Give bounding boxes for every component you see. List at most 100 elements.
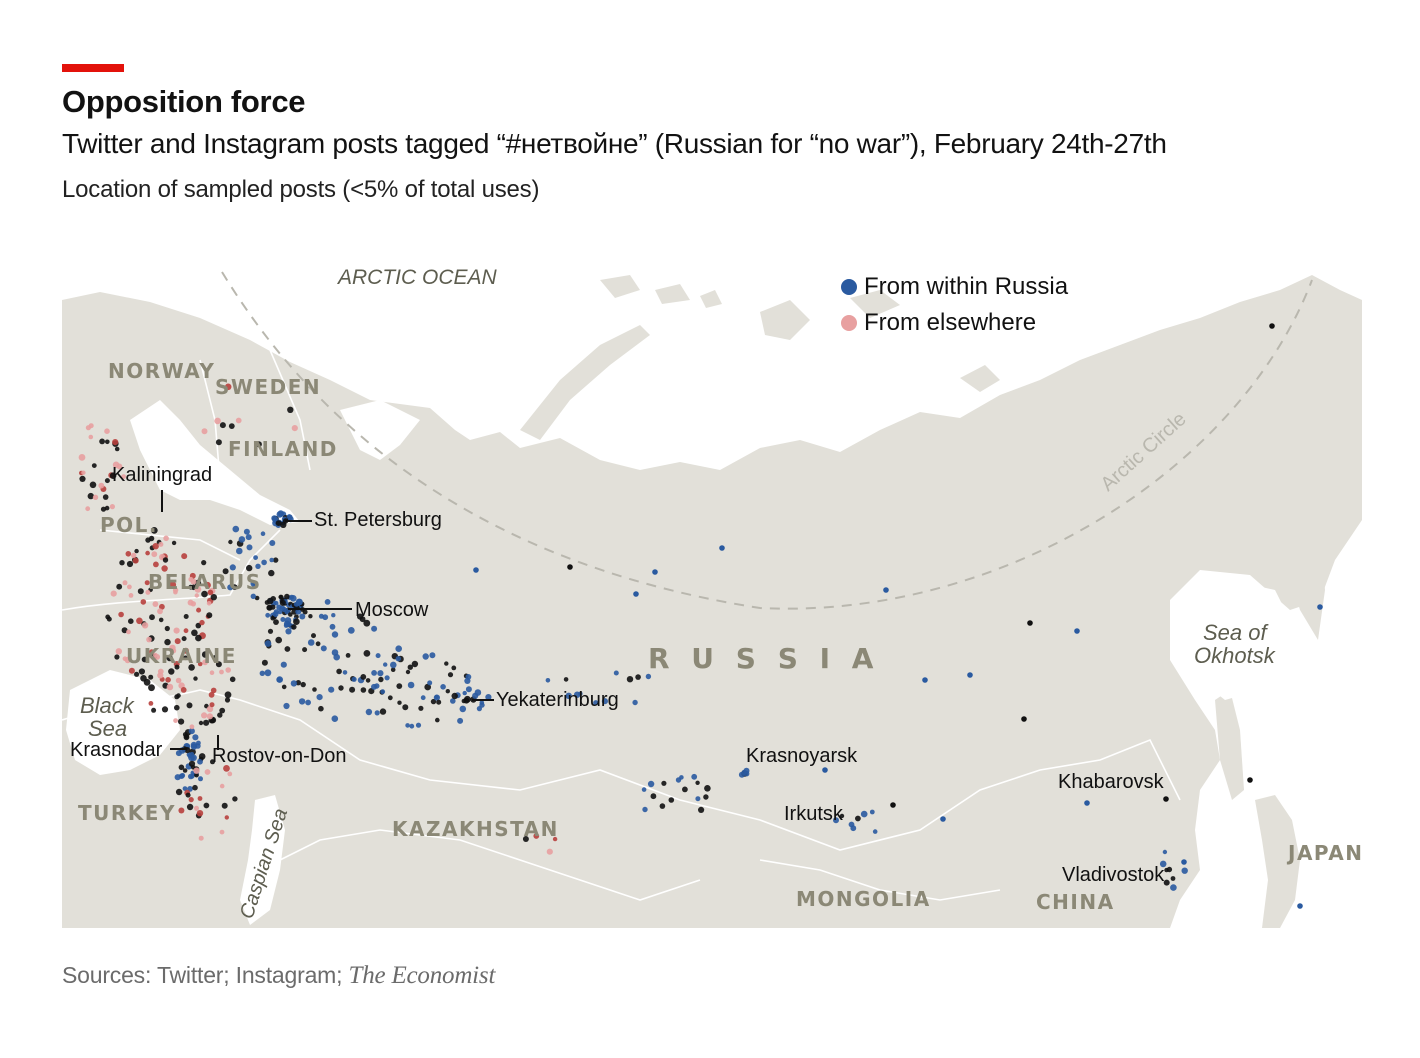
post-dot-russia	[363, 650, 371, 657]
post-dot-russia	[601, 698, 609, 705]
post-dot-elsewhere	[146, 636, 152, 643]
post-dot-russia	[267, 628, 274, 634]
legend-swatch-elsewhere	[841, 315, 857, 331]
post-dot-elsewhere	[174, 664, 180, 670]
post-dot-elsewhere	[227, 771, 233, 777]
post-dot-elsewhere	[172, 587, 179, 593]
post-dot-russia	[635, 674, 641, 680]
post-dot-russia	[574, 691, 581, 698]
post-dot-russia	[298, 698, 306, 705]
black-sea-label-2: Sea	[88, 716, 127, 741]
post-dot-elsewhere	[102, 494, 109, 500]
sea-of-okhotsk-label-2: Okhotsk	[1194, 643, 1276, 668]
post-dot-russia	[281, 684, 287, 690]
post-dot-russia	[264, 600, 270, 605]
post-dot-elsewhere	[199, 619, 205, 626]
post-dot-russia	[395, 645, 403, 652]
chart-title: Opposition force	[62, 84, 306, 119]
post-dot-elsewhere	[215, 439, 222, 446]
post-dot-elsewhere	[122, 656, 128, 661]
post-dot-russia	[196, 740, 201, 746]
city-label-krasnoyarsk: Krasnoyarsk	[746, 745, 858, 767]
post-dot-russia	[238, 536, 246, 543]
post-dot-elsewhere	[195, 622, 202, 629]
post-dot-russia	[383, 662, 388, 667]
post-dot-elsewhere	[157, 672, 164, 679]
post-dot-russia	[316, 694, 323, 701]
post-dot-elsewhere	[164, 625, 170, 632]
post-dot-russia	[451, 665, 457, 671]
post-dot-russia	[1269, 323, 1275, 329]
post-dot-russia	[465, 674, 472, 680]
post-dot-russia	[641, 787, 647, 792]
post-dot-russia	[227, 584, 234, 591]
post-dot-russia	[387, 695, 393, 701]
post-dot-elsewhere	[188, 664, 195, 671]
post-dot-elsewhere	[209, 702, 215, 708]
post-dot-elsewhere	[162, 557, 169, 563]
post-dot-elsewhere	[183, 628, 189, 634]
post-dot-elsewhere	[100, 506, 107, 512]
post-dot-russia	[940, 816, 946, 822]
country-label-belarus: BELARUS	[148, 570, 262, 594]
post-dot-russia	[228, 539, 233, 545]
post-dot-elsewhere	[201, 428, 208, 435]
post-dot-russia	[1021, 716, 1027, 722]
post-dot-russia	[462, 690, 467, 696]
post-dot-elsewhere	[183, 655, 188, 661]
post-dot-russia	[188, 760, 196, 767]
post-dot-elsewhere	[232, 796, 238, 802]
post-dot-russia	[860, 810, 868, 818]
post-dot-elsewhere	[255, 441, 262, 448]
post-dot-elsewhere	[126, 629, 131, 635]
post-dot-russia	[661, 780, 667, 786]
post-dot-elsewhere	[208, 691, 215, 698]
post-dot-elsewhere	[106, 616, 112, 622]
arctic-ocean-label: ARCTIC OCEAN	[336, 266, 498, 289]
post-dot-russia	[322, 614, 329, 621]
post-dot-elsewhere	[166, 654, 173, 662]
post-dot-russia	[265, 612, 271, 618]
post-dot-elsewhere	[228, 423, 235, 429]
post-dot-elsewhere	[188, 797, 194, 803]
post-dot-elsewhere	[186, 702, 193, 709]
post-dot-russia	[445, 689, 450, 694]
post-dot-elsewhere	[137, 588, 144, 595]
post-dot-russia	[704, 785, 711, 792]
post-dot-elsewhere	[78, 454, 86, 461]
post-dot-elsewhere	[92, 494, 99, 500]
post-dot-elsewhere	[210, 759, 215, 765]
city-label-vladivostok: Vladivostok	[1062, 864, 1165, 886]
post-dot-russia	[231, 584, 238, 590]
post-dot-russia	[1163, 879, 1170, 886]
post-dot-elsewhere	[224, 691, 232, 699]
post-dot-elsewhere	[85, 425, 91, 431]
post-dot-elsewhere	[104, 505, 110, 511]
post-dot-russia	[229, 564, 236, 571]
post-dot-russia	[659, 803, 666, 809]
post-dot-russia	[259, 670, 265, 676]
post-dot-elsewhere	[201, 651, 209, 658]
post-dot-elsewhere	[144, 580, 150, 586]
post-dot-russia	[869, 809, 875, 815]
post-dot-russia	[286, 514, 292, 520]
post-dot-russia	[922, 677, 928, 683]
post-dot-russia	[293, 618, 300, 625]
post-dot-elsewhere	[180, 687, 187, 693]
post-dot-russia	[379, 708, 387, 715]
post-dot-russia	[293, 601, 300, 607]
post-dot-elsewhere	[195, 634, 202, 642]
post-dot-russia	[302, 647, 308, 653]
post-dot-russia	[485, 694, 492, 701]
post-dot-russia	[338, 685, 344, 691]
post-dot-russia	[890, 802, 896, 808]
post-dot-russia	[194, 772, 199, 778]
post-dot-russia	[186, 803, 194, 811]
map-base: Arctic Circle	[62, 262, 1362, 928]
post-dot-elsewhere	[119, 560, 125, 566]
post-dot-elsewhere	[161, 706, 169, 713]
post-dot-elsewhere	[126, 560, 134, 568]
post-dot-russia	[347, 627, 355, 634]
post-dot-russia	[565, 692, 572, 699]
post-dot-elsewhere	[114, 446, 120, 452]
